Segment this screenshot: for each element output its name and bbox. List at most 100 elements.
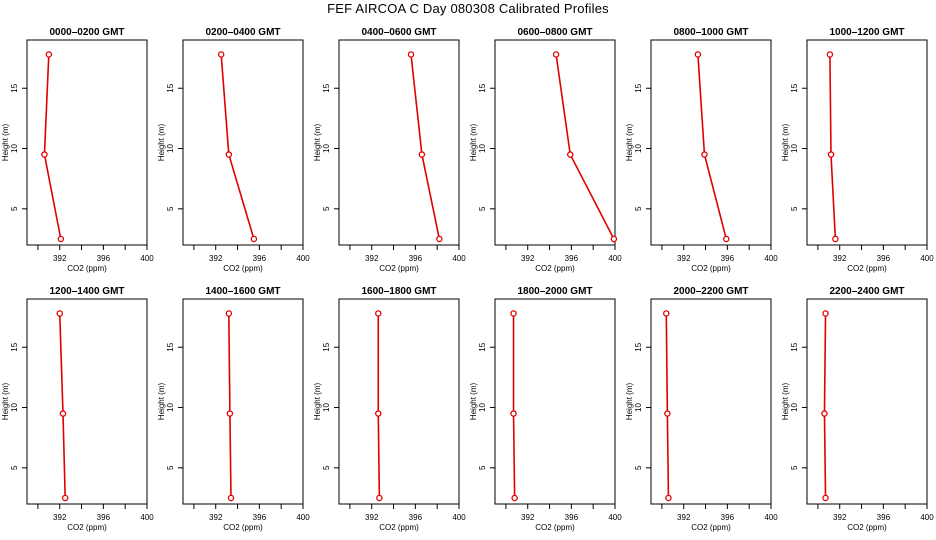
data-point xyxy=(375,410,382,417)
data-point xyxy=(225,151,233,158)
data-point xyxy=(552,51,560,58)
y-tick-label: 5 xyxy=(10,206,19,211)
data-point xyxy=(821,410,828,417)
x-tick-label: 400 xyxy=(452,513,466,522)
y-tick-label: 10 xyxy=(10,403,19,412)
profile-segment xyxy=(823,413,827,498)
y-tick-label: 5 xyxy=(166,206,175,211)
plot-frame xyxy=(806,39,928,246)
plot-frame xyxy=(338,298,460,505)
data-point xyxy=(694,51,702,58)
chart-panel: 2200–2400 GMT 392 396 400 5 10 15 CO2 (ppm) Heig… xyxy=(781,286,934,532)
data-point xyxy=(567,151,574,158)
chart-panel: 0000–0200 GMT 392 396 400 5 10 15 CO2 (ppm) Heig… xyxy=(1,27,154,273)
y-tick-label: 5 xyxy=(166,465,175,470)
x-tick-label: 396 xyxy=(409,254,423,263)
y-tick-label: 10 xyxy=(790,403,799,412)
panel-title: 2000–2200 GMT xyxy=(673,286,748,297)
y-tick-label: 15 xyxy=(478,83,487,92)
x-tick-label: 396 xyxy=(565,254,579,263)
x-tick-label: 400 xyxy=(764,254,778,263)
panel-title: 0600–0800 GMT xyxy=(517,27,592,38)
x-tick-label: 396 xyxy=(253,513,267,522)
chart-panel: 0400–0600 GMT 392 396 400 5 10 15 CO2 (ppm) Heig… xyxy=(313,27,466,273)
data-point xyxy=(510,310,517,317)
chart-panel: 1000–1200 GMT 392 396 400 5 10 15 CO2 (ppm) Heig… xyxy=(781,27,934,273)
panel-title: 1600–1800 GMT xyxy=(361,286,436,297)
y-tick-label: 10 xyxy=(322,403,331,412)
profile-segment xyxy=(829,54,832,155)
x-axis-label: CO2 (ppm) xyxy=(847,523,887,532)
data-point xyxy=(407,51,415,58)
y-tick-label: 10 xyxy=(10,144,19,153)
chart-panel: 1600–1800 GMT 392 396 400 5 10 15 CO2 (ppm) Heig… xyxy=(313,286,466,532)
profile-segment xyxy=(512,413,516,498)
x-tick-label: 392 xyxy=(53,254,67,263)
y-tick-label: 5 xyxy=(790,206,799,211)
x-tick-label: 396 xyxy=(409,513,423,522)
x-tick-label: 400 xyxy=(296,513,310,522)
x-tick-label: 396 xyxy=(877,254,891,263)
data-point xyxy=(375,310,382,317)
plot-frame xyxy=(650,39,772,246)
panel-title: 0000–0200 GMT xyxy=(49,27,124,38)
data-point xyxy=(226,410,234,417)
profile-segment xyxy=(569,154,615,240)
profile-segment xyxy=(58,313,64,414)
y-tick-label: 10 xyxy=(166,403,175,412)
profile-segment xyxy=(220,54,230,155)
y-tick-label: 5 xyxy=(322,465,331,470)
data-point xyxy=(61,494,69,502)
data-point xyxy=(510,410,517,417)
panel-title: 0400–0600 GMT xyxy=(361,27,436,38)
chart-panel: 1400–1600 GMT 392 396 400 5 10 15 CO2 (ppm) Heig… xyxy=(157,286,310,532)
x-axis-label: CO2 (ppm) xyxy=(379,523,419,532)
y-axis-label: Height (m) xyxy=(469,123,478,161)
panel-title: 1000–1200 GMT xyxy=(829,27,904,38)
y-axis-label: Height (m) xyxy=(625,382,634,420)
profile-segment xyxy=(43,54,50,155)
x-axis-label: CO2 (ppm) xyxy=(379,264,419,273)
y-tick-label: 15 xyxy=(478,342,487,351)
plot-frame xyxy=(806,298,928,505)
plot-frame xyxy=(494,39,616,246)
x-tick-label: 396 xyxy=(721,513,735,522)
x-tick-label: 400 xyxy=(920,513,934,522)
y-tick-label: 15 xyxy=(322,342,331,351)
x-tick-label: 396 xyxy=(97,513,111,522)
x-axis-label: CO2 (ppm) xyxy=(223,264,263,273)
x-tick-label: 400 xyxy=(920,254,934,263)
x-axis-label: CO2 (ppm) xyxy=(223,523,263,532)
panel-title: 1200–1400 GMT xyxy=(49,286,124,297)
y-axis-label: Height (m) xyxy=(157,123,166,161)
plot-frame xyxy=(26,298,148,505)
x-axis-label: CO2 (ppm) xyxy=(847,264,887,273)
y-tick-label: 5 xyxy=(478,206,487,211)
data-point xyxy=(610,235,618,243)
plot-frame xyxy=(338,39,460,246)
y-axis-label: Height (m) xyxy=(1,123,10,161)
profile-segment xyxy=(830,154,837,240)
y-tick-label: 10 xyxy=(478,403,487,412)
y-tick-label: 10 xyxy=(478,144,487,153)
plot-frame xyxy=(182,39,304,246)
y-tick-label: 10 xyxy=(634,144,643,153)
x-axis-label: CO2 (ppm) xyxy=(691,264,731,273)
profile-segment xyxy=(823,313,827,414)
data-point xyxy=(665,494,672,502)
profile-segment xyxy=(697,54,706,155)
data-point xyxy=(217,51,225,58)
y-tick-label: 5 xyxy=(478,465,487,470)
y-tick-label: 10 xyxy=(322,144,331,153)
data-point xyxy=(436,235,443,243)
profile-segment xyxy=(377,413,381,498)
y-tick-label: 15 xyxy=(166,342,175,351)
data-point xyxy=(822,310,829,317)
y-tick-label: 15 xyxy=(10,342,19,351)
data-point xyxy=(376,494,383,502)
x-tick-label: 392 xyxy=(365,254,379,263)
panel-title: 1800–2000 GMT xyxy=(517,286,592,297)
profile-segment xyxy=(229,413,232,498)
y-tick-label: 5 xyxy=(634,206,643,211)
